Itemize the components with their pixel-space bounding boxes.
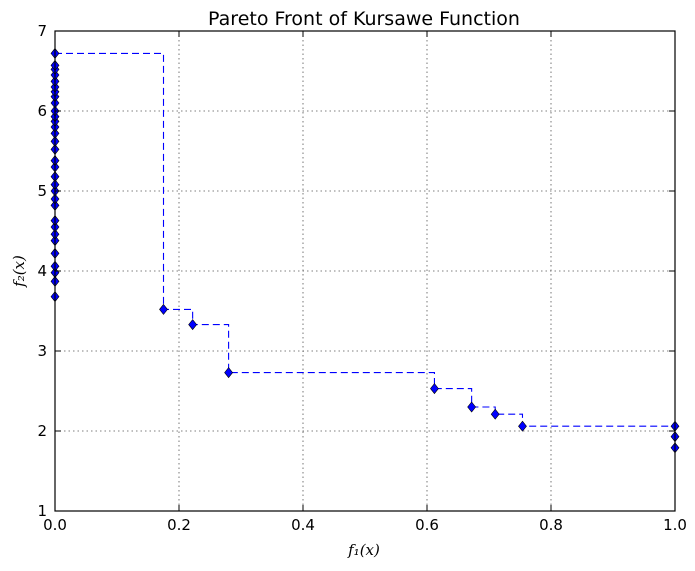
y-tick-label: 4 <box>37 262 47 280</box>
x-tick-labels: 0.0 0.2 0.4 0.6 0.8 1.0 <box>43 516 687 534</box>
grid-lines <box>54 30 676 512</box>
y-tick-label: 2 <box>37 422 47 440</box>
x-tick-label: 0.2 <box>167 516 191 534</box>
chart-title: Pareto Front of Kursawe Function <box>208 8 520 30</box>
data-point <box>224 367 233 379</box>
data-point <box>467 401 477 413</box>
data-point <box>188 319 198 331</box>
x-tick-label: 0.6 <box>415 516 439 534</box>
data-point <box>490 408 500 420</box>
y-tick-label: 1 <box>37 502 47 520</box>
data-point <box>518 420 527 432</box>
data-point <box>159 303 168 315</box>
series-line-group <box>55 52 675 427</box>
x-tick-label: 0.0 <box>43 516 67 534</box>
y-axis-label: f₂(x) <box>10 255 28 288</box>
x-tick-label: 0.4 <box>291 516 315 534</box>
y-tick-label: 3 <box>37 342 47 360</box>
axis-ticks <box>54 30 676 512</box>
y-tick-label: 7 <box>37 22 47 40</box>
x-axis-label: f₁(x) <box>347 541 380 559</box>
y-tick-labels: 1 2 3 4 5 6 7 <box>37 22 47 520</box>
x-tick-label: 1.0 <box>663 516 687 534</box>
series-line <box>55 52 675 427</box>
y-tick-label: 5 <box>37 182 47 200</box>
data-point <box>430 383 439 395</box>
series-markers <box>50 47 680 454</box>
x-tick-label: 0.8 <box>539 516 563 534</box>
y-tick-label: 6 <box>37 102 47 120</box>
